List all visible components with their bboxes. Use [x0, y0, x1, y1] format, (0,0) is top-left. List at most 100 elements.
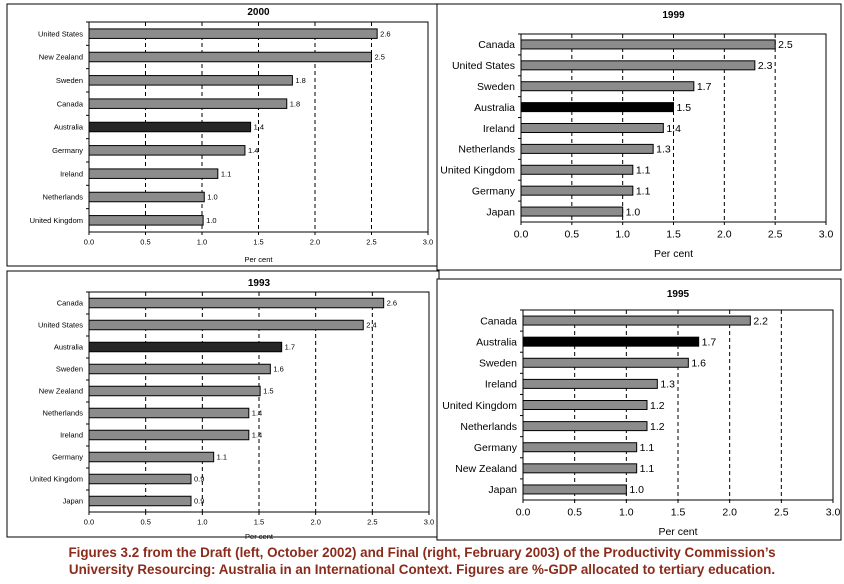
x-tick-label: 0.0 [84, 518, 94, 527]
data-label: 1.2 [650, 400, 665, 412]
category-label: Ireland [485, 379, 517, 391]
category-label: United Kingdom [30, 216, 83, 225]
x-tick-label: 2.5 [367, 518, 377, 527]
x-tick-label: 3.0 [819, 229, 834, 241]
data-label: 1.3 [656, 144, 671, 156]
data-label: 1.5 [263, 387, 273, 396]
data-label: 1.4 [666, 123, 681, 135]
category-label: Sweden [477, 81, 515, 93]
category-label: Canada [480, 315, 517, 327]
category-label: Ireland [483, 123, 515, 135]
bar-new-zealand [522, 463, 638, 474]
chart-title: 1999 [662, 10, 685, 21]
category-label: United States [452, 60, 515, 72]
x-tick-label: 0.5 [565, 229, 580, 241]
x-axis-label: Per cent [654, 248, 693, 260]
category-label: Sweden [56, 76, 83, 85]
category-label: Ireland [60, 431, 83, 440]
data-label: 1.8 [295, 76, 305, 85]
category-label: United Kingdom [440, 165, 515, 177]
x-axis-label: Per cent [658, 526, 697, 538]
bar-new-zealand [88, 51, 372, 63]
chart-1993: 1993 0.0 0.5 1.0 1.5 2.0 2.5 3.0 Per cent Canada 2… [0, 0, 440, 541]
bar-united-states [88, 28, 378, 39]
bar-ireland [522, 378, 658, 389]
x-tick-label: 0.5 [140, 518, 150, 527]
x-tick-label: 2.5 [774, 507, 789, 519]
bar-united-kingdom [88, 215, 204, 226]
category-label: Germany [52, 146, 83, 155]
bar-netherlands [522, 421, 648, 432]
category-label: Netherlands [43, 193, 84, 202]
x-tick-label: 0.0 [514, 229, 529, 241]
category-label: Netherlands [458, 144, 515, 156]
x-tick-label: 1.5 [666, 229, 681, 241]
data-label: 1.1 [221, 169, 231, 178]
bar-united-kingdom [520, 164, 634, 175]
x-tick-label: 1.0 [619, 507, 634, 519]
data-label: 1.8 [290, 99, 300, 108]
bar-canada [522, 315, 751, 326]
x-axis-label: Per cent [245, 255, 274, 264]
chart-1999: 1999 0.0 0.5 1.0 1.5 2.0 2.5 3.0 Per cent Canada 2… [0, 0, 844, 271]
bar-netherlands [520, 143, 654, 154]
category-label: New Zealand [39, 53, 83, 62]
chart-title: 1993 [248, 278, 271, 289]
data-label: 1.0 [207, 193, 217, 202]
x-tick-label: 2.0 [310, 238, 320, 247]
category-label: Germany [474, 442, 518, 454]
data-label: 1.4 [248, 146, 258, 155]
data-label: 1.5 [677, 102, 692, 114]
data-label: 1.1 [640, 442, 655, 454]
data-label: 1.7 [697, 81, 712, 93]
category-label: Australia [476, 336, 517, 348]
x-tick-label: 2.0 [722, 507, 737, 519]
data-label: 1.4 [252, 431, 262, 440]
x-tick-label: 2.5 [366, 238, 376, 247]
bar-canada [88, 297, 385, 309]
caption-line-2: University Resourcing: Australia in an I… [68, 562, 776, 577]
figure-frame [6, 3, 440, 267]
data-label: 1.1 [636, 185, 651, 197]
category-label: Japan [63, 497, 83, 506]
data-label: 2.4 [366, 321, 376, 330]
category-label: New Zealand [39, 387, 83, 396]
caption-line-1: Figures 3.2 from the Draft (left, Octobe… [68, 545, 776, 560]
bar-netherlands [88, 407, 250, 419]
bar-canada [88, 98, 288, 109]
bar-sweden [88, 75, 293, 86]
x-tick-label: 2.0 [717, 229, 732, 241]
bar-australia [520, 102, 674, 113]
x-tick-label: 1.0 [197, 238, 207, 247]
category-label: Japan [488, 484, 517, 496]
x-tick-label: 3.0 [423, 238, 433, 247]
x-tick-label: 1.0 [197, 518, 207, 527]
data-label: 1.7 [702, 336, 717, 348]
data-label: 2.5 [375, 53, 385, 62]
x-axis-label: Per cent [245, 532, 274, 541]
chart-title: 2000 [247, 7, 270, 18]
chart-2000: 2000 0.0 0.5 1.0 1.5 2.0 2.5 3.0 Per cent United … [0, 0, 440, 268]
x-tick-label: 1.5 [253, 238, 263, 247]
data-label: 1.3 [660, 379, 675, 391]
bar-germany [88, 451, 215, 463]
data-label: 1.1 [640, 463, 655, 475]
category-label: Canada [57, 299, 84, 308]
data-label: 2.5 [778, 39, 793, 51]
data-label: 2.6 [387, 299, 397, 308]
bar-united-states [520, 60, 756, 71]
x-tick-label: 0.5 [140, 238, 150, 247]
bar-japan [520, 206, 624, 217]
data-label: 2.6 [380, 29, 390, 38]
category-label: United States [38, 29, 83, 38]
figure-frame [6, 270, 440, 538]
x-tick-label: 1.0 [615, 229, 630, 241]
bar-canada [520, 39, 776, 50]
category-label: New Zealand [455, 463, 517, 475]
category-label: Australia [54, 123, 84, 132]
category-label: United Kingdom [30, 475, 83, 484]
category-label: Germany [52, 453, 83, 462]
bar-new-zealand [88, 385, 261, 397]
data-label: 1.0 [629, 484, 644, 496]
data-label: 1.4 [254, 123, 264, 132]
